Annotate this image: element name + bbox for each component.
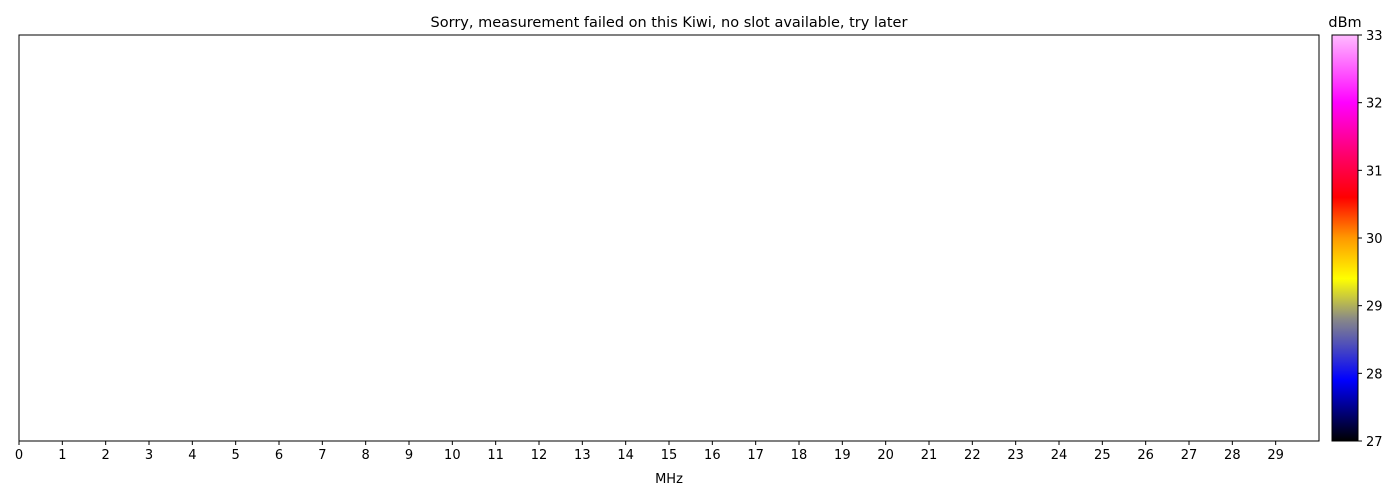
x-tick-label: 16 [704, 448, 721, 463]
x-tick-label: 18 [791, 448, 808, 463]
x-tick-label: 23 [1007, 448, 1024, 463]
colorbar-tick-label: 31 [1366, 164, 1383, 179]
colorbar-tick-label: 30 [1366, 232, 1383, 247]
colorbar-axis: 27 28 29 30 31 32 33 [1358, 29, 1383, 450]
x-tick-label: 12 [531, 448, 548, 463]
x-tick-label: 14 [617, 448, 634, 463]
x-tick-label: 10 [444, 448, 461, 463]
x-axis-label: MHz [655, 472, 683, 487]
x-tick-label: 8 [362, 448, 370, 463]
x-tick-label: 26 [1137, 448, 1154, 463]
x-tick-label: 7 [318, 448, 326, 463]
x-tick-label: 13 [574, 448, 591, 463]
x-tick-label: 22 [964, 448, 981, 463]
colorbar-label: dBm [1328, 15, 1361, 31]
x-tick-label: 19 [834, 448, 851, 463]
x-tick-label: 20 [877, 448, 894, 463]
colorbar [1331, 34, 1359, 442]
x-tick-label: 3 [145, 448, 153, 463]
x-tick-label: 0 [15, 448, 23, 463]
x-tick-label: 2 [102, 448, 110, 463]
x-tick-label: 6 [275, 448, 283, 463]
x-tick-label: 5 [232, 448, 240, 463]
x-tick-label: 15 [661, 448, 678, 463]
x-tick-label: 25 [1094, 448, 1111, 463]
x-tick-label: 4 [188, 448, 196, 463]
x-tick-label: 1 [58, 448, 66, 463]
x-tick-label: 29 [1267, 448, 1284, 463]
plot-area [18, 34, 1320, 442]
x-tick-label: 28 [1224, 448, 1241, 463]
x-tick-label: 24 [1051, 448, 1068, 463]
x-tick-label: 9 [405, 448, 413, 463]
x-tick-label: 21 [921, 448, 938, 463]
colorbar-tick-label: 32 [1366, 97, 1383, 112]
colorbar-tick-label: 33 [1366, 29, 1383, 44]
colorbar-tick-label: 29 [1366, 300, 1383, 315]
x-tick-label: 11 [487, 448, 504, 463]
chart-title: Sorry, measurement failed on this Kiwi, … [431, 15, 908, 31]
x-tick-label: 17 [747, 448, 764, 463]
colorbar-tick-label: 28 [1366, 367, 1383, 382]
x-tick-label: 27 [1181, 448, 1198, 463]
x-axis: 0 1 2 3 4 5 6 7 8 9 10 11 12 13 14 15 16 17 18 19 20 21 22 23 24… [15, 441, 1284, 463]
colorbar-tick-label: 27 [1366, 435, 1383, 450]
